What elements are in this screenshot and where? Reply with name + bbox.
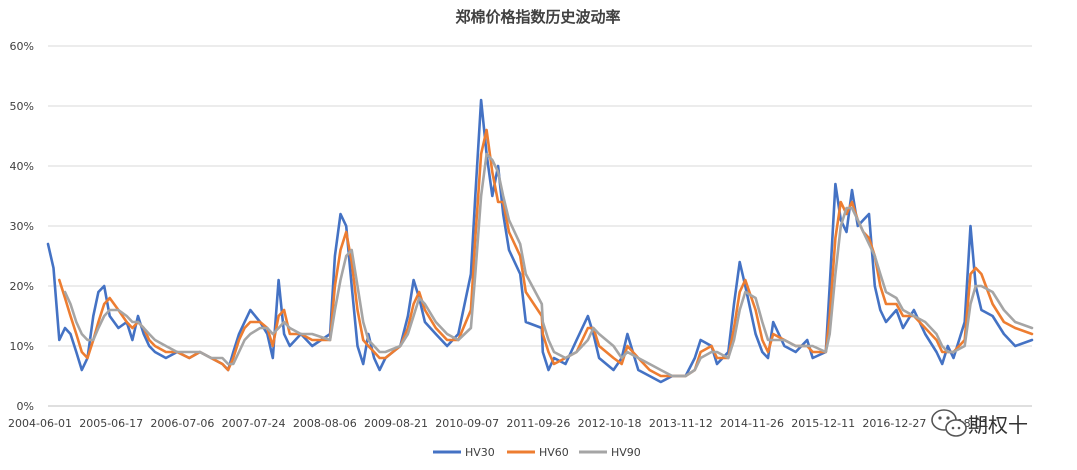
x-tick-label: 2013-11-12	[649, 417, 713, 430]
legend-label-hv30: HV30	[465, 446, 495, 459]
y-tick-label: 10%	[10, 340, 34, 353]
x-tick-label: 2011-09-26	[506, 417, 570, 430]
y-tick-label: 20%	[10, 280, 34, 293]
legend: HV30 HV60 HV90	[433, 446, 641, 459]
x-tick-label: 2010-09-07	[435, 417, 499, 430]
series-line-hv90	[63, 152, 1034, 378]
x-axis-ticks: 2004-06-01 2005-06-17 2006-07-06 2007-07-24…	[8, 417, 989, 430]
legend-label-hv60: HV60	[539, 446, 569, 459]
watermark-text: 期权十	[968, 413, 1028, 437]
legend-label-hv90: HV90	[611, 446, 641, 459]
series-lines	[46, 98, 1034, 384]
x-tick-label: 2005-06-17	[79, 417, 143, 430]
x-tick-label: 2004-06-01	[8, 417, 72, 430]
x-tick-label: 2007-07-24	[222, 417, 286, 430]
y-tick-label: 40%	[10, 160, 34, 173]
series-line-hv30	[46, 98, 1034, 384]
y-tick-label: 30%	[10, 220, 34, 233]
x-tick-label: 2012-10-18	[578, 417, 642, 430]
x-tick-label: 2006-07-06	[150, 417, 214, 430]
series-line-hv60	[58, 128, 1034, 378]
chart-title: 郑棉价格指数历史波动率	[455, 8, 620, 26]
y-tick-label: 0%	[17, 400, 34, 413]
grid-lines	[48, 45, 1032, 407]
y-tick-label: 50%	[10, 100, 34, 113]
wechat-icon	[931, 409, 967, 437]
y-axis-ticks: 0% 10% 20% 30% 40% 50% 60%	[10, 40, 34, 413]
x-tick-label: 2009-08-21	[364, 417, 428, 430]
watermark: 期权十	[931, 409, 1028, 437]
x-tick-label: 2014-11-26	[720, 417, 784, 430]
x-tick-label: 2016-12-27	[862, 417, 926, 430]
x-tick-label: 2015-12-11	[791, 417, 855, 430]
x-tick-label: 2008-08-06	[293, 417, 357, 430]
y-tick-label: 60%	[10, 40, 34, 53]
